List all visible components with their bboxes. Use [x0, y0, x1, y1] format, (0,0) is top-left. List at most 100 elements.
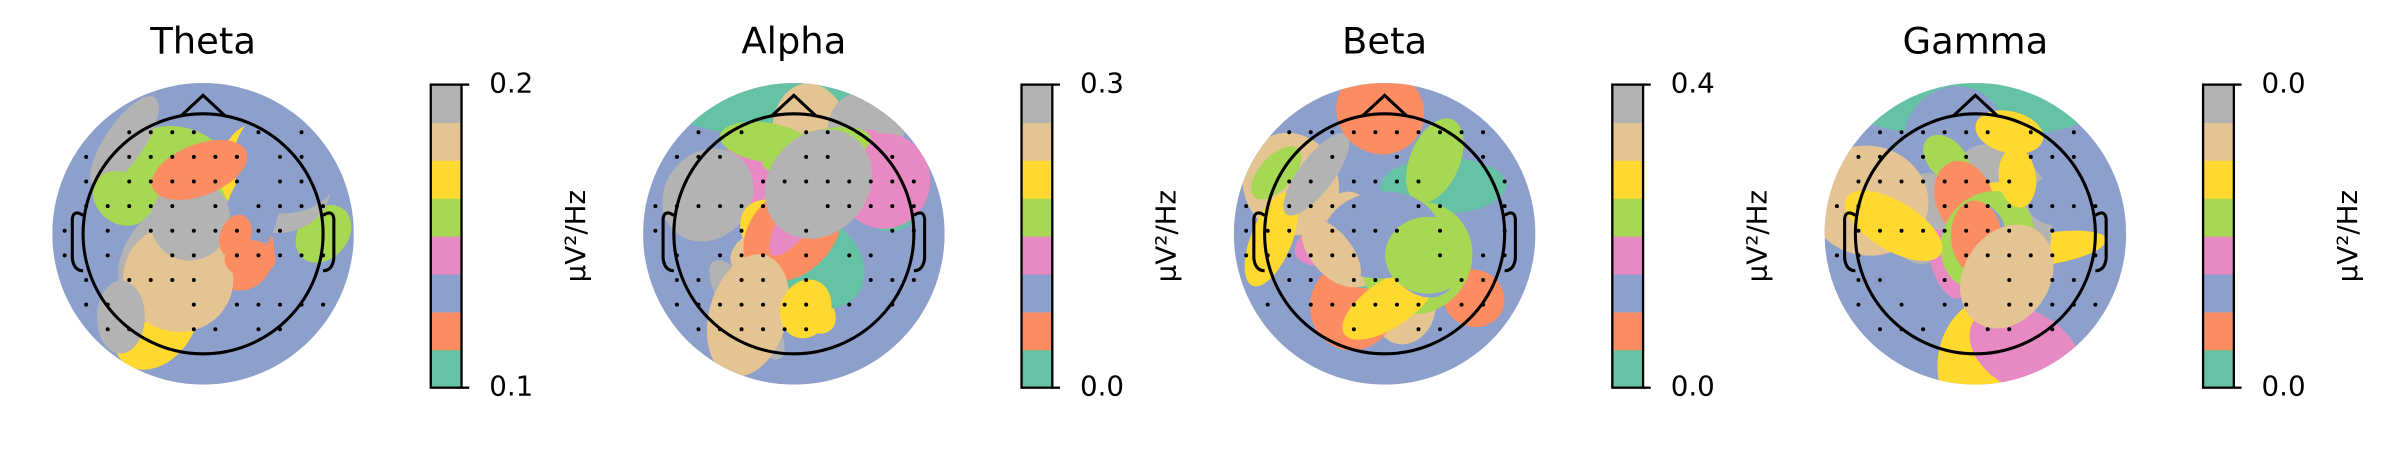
colorbar-tick-label: 0.1 [489, 370, 533, 403]
sensor [1351, 327, 1356, 332]
sensor [1394, 179, 1399, 184]
sensor [148, 278, 153, 282]
colorbar-segment [430, 236, 462, 275]
sensor [2028, 302, 2033, 307]
sensor [1459, 130, 1464, 135]
ear [661, 211, 675, 273]
sensor [761, 278, 766, 282]
sensor [191, 130, 196, 135]
sensor [1330, 253, 1335, 258]
sensor [1373, 278, 1378, 282]
sensor [1921, 228, 1926, 233]
sensor [278, 228, 282, 233]
sensor [1985, 204, 1990, 209]
sensor [1330, 228, 1335, 233]
sensor [1502, 228, 1507, 233]
sensor [2093, 204, 2098, 209]
field-region [1892, 270, 1940, 336]
sensor [84, 154, 89, 159]
colorbar-label: µV²/Hz [1150, 190, 1183, 282]
sensor [148, 130, 153, 135]
sensor [1308, 179, 1313, 184]
sensor [1502, 253, 1507, 258]
sensor [868, 179, 873, 184]
sensor [890, 228, 895, 233]
sensor [1481, 278, 1486, 282]
sensor [170, 278, 175, 282]
sensor [674, 278, 679, 282]
head-outline [1853, 112, 2097, 356]
sensor [804, 327, 809, 332]
head-outline [672, 112, 916, 356]
field-region [1336, 83, 1425, 155]
sensor [1330, 302, 1335, 307]
ear [912, 211, 927, 273]
sensor [718, 302, 722, 307]
sensor [105, 302, 110, 307]
sensor [911, 228, 916, 233]
sensor [1877, 179, 1882, 184]
colorbar-segment [2203, 84, 2234, 123]
sensor [2007, 253, 2012, 258]
colorbar-segment [430, 160, 462, 199]
sensor [299, 253, 304, 258]
sensor [278, 253, 282, 258]
sensor [804, 302, 809, 307]
colorbar-segment [1021, 84, 1053, 123]
sensor [1481, 154, 1486, 159]
sensor [1416, 204, 1421, 209]
sensor [696, 130, 701, 135]
sensor [1899, 327, 1904, 332]
colorbar-segment [1612, 84, 1644, 123]
colorbar-segment [1021, 160, 1053, 199]
colorbar-tick-label: 0.0 [2262, 67, 2306, 100]
sensor [213, 228, 218, 233]
sensor [2028, 130, 2033, 135]
colorbar-segment [1021, 349, 1053, 389]
field-region [1283, 133, 1350, 216]
sensor [1942, 302, 1947, 307]
sensor [739, 253, 744, 258]
sensor [804, 179, 809, 184]
sensor [299, 179, 304, 184]
colorbar-segment [2203, 122, 2234, 161]
sensor [674, 204, 679, 209]
sensor [1438, 253, 1442, 258]
colorbar-segment [2203, 236, 2234, 275]
sensor [1438, 228, 1442, 233]
field-region [1998, 147, 2037, 208]
sensor [1921, 154, 1926, 159]
sensor [191, 228, 196, 233]
sensor [890, 278, 895, 282]
sensor [127, 327, 132, 332]
sensor [1308, 130, 1313, 135]
sensor [148, 204, 153, 209]
sensor [1964, 228, 1969, 233]
field-region [150, 179, 231, 261]
colorbar-label: µV²/Hz [559, 190, 592, 282]
sensor [1373, 130, 1378, 135]
sensor [868, 204, 873, 209]
sensor [1942, 179, 1947, 184]
sensor [1964, 204, 1969, 209]
colorbar-segment [1612, 311, 1644, 351]
sensor [761, 204, 766, 209]
sensor [1330, 204, 1335, 209]
sensor [1373, 228, 1378, 233]
sensor [1481, 130, 1486, 135]
sensor [2007, 204, 2012, 209]
topomap-field [643, 83, 945, 385]
sensor [1985, 179, 1990, 184]
field-region [92, 171, 151, 226]
sensor [696, 154, 701, 159]
ear [1252, 211, 1266, 273]
nose [1362, 93, 1408, 117]
sensor [1308, 278, 1313, 282]
colorbar-segment [2203, 274, 2234, 313]
field-region [97, 280, 145, 354]
sensor [1287, 204, 1292, 209]
sensor [1481, 253, 1486, 258]
sensor [2071, 154, 2076, 159]
sensor [1244, 253, 1249, 258]
sensor [84, 302, 89, 307]
